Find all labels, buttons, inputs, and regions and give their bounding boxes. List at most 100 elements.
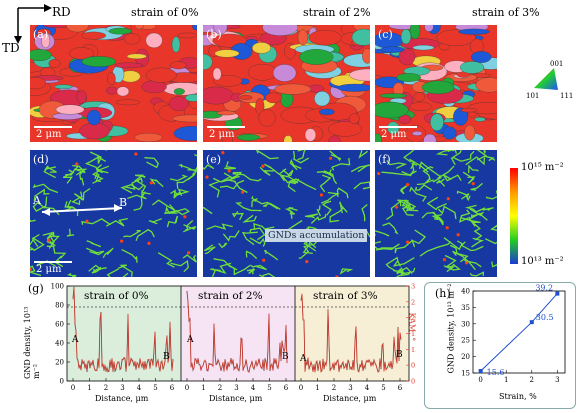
x-tick-label: 6 (284, 384, 289, 392)
x-tick-label: 5 (153, 384, 157, 392)
gnd-boundary (362, 205, 367, 222)
gnd-boundary (375, 242, 393, 250)
grain (381, 47, 405, 53)
gnd-map-e: (e) GNDs accumulation (203, 150, 370, 277)
grain (135, 25, 144, 29)
gnd-boundary (357, 150, 367, 157)
grain (178, 33, 197, 38)
data-label: 30.5 (536, 313, 554, 322)
grain (397, 73, 421, 81)
y-tick-label: 60 (55, 321, 64, 329)
gnd-boundary (387, 258, 399, 272)
td-label: TD (2, 41, 20, 55)
x-tick-label: 1 (201, 384, 205, 392)
grain (337, 84, 370, 92)
strain-y-tick-label: 30 (461, 320, 470, 328)
grain (380, 94, 407, 99)
scale-text: 2 μm (36, 264, 62, 275)
x-tick-label: 1 (87, 384, 91, 392)
x-tick-label: 5 (381, 384, 385, 392)
gnd-boundary (252, 196, 278, 209)
grain (213, 68, 221, 80)
gnd-boundary (287, 208, 298, 212)
grain (174, 88, 185, 94)
strain-y-tick-label: 20 (461, 353, 470, 361)
gnd-boundary (375, 230, 389, 236)
gnd-boundary (341, 269, 351, 273)
scale-text: 2 μm (36, 129, 62, 140)
gnd-hotspot (395, 206, 398, 209)
grain (49, 59, 61, 68)
grain (146, 68, 176, 83)
x-tick-label: 4 (365, 384, 370, 392)
gnd-boundary (323, 201, 331, 215)
strain-x-tick-label: 2 (530, 376, 534, 384)
gnd-boundary (470, 272, 483, 276)
grain (305, 128, 316, 141)
grain (82, 56, 116, 66)
gnd-hotspot (465, 261, 468, 264)
grain (298, 30, 308, 45)
grain (474, 117, 485, 121)
y-tick-label: 20 (55, 359, 64, 367)
gnd-hotspot (261, 164, 264, 167)
strain-y-tick-label: 15 (461, 370, 470, 378)
gnd-boundary (338, 188, 349, 198)
gnd-map-f: (f) (375, 150, 497, 277)
ipf-triangle (534, 68, 558, 90)
x-tick-label: 1 (315, 384, 319, 392)
grain (413, 45, 434, 50)
grain (240, 95, 253, 99)
grain (124, 34, 140, 45)
y-tick-label: 0 (60, 378, 64, 386)
gnd-hotspot (447, 197, 450, 200)
ebsd-map-c: (c) 2 μm (375, 25, 497, 142)
profile-y2label: KAM, ° (408, 313, 417, 353)
gnd-boundary (332, 158, 350, 170)
gnd-hotspot (446, 226, 449, 229)
gnd-boundary (246, 251, 256, 258)
gnd-boundary (206, 224, 232, 229)
scale-bar (379, 126, 417, 128)
grain (215, 50, 239, 58)
gnd-hotspot (320, 193, 323, 196)
gnd-boundary (233, 211, 243, 219)
x-tick-label: 2 (104, 384, 108, 392)
x-tick-label: 3 (120, 384, 124, 392)
grain (81, 32, 106, 39)
segment-title-2: strain of 3% (313, 290, 378, 302)
strain-ylabel: GND density, 10¹³ m⁻² (447, 282, 456, 374)
grain (248, 64, 277, 80)
grain (135, 133, 162, 142)
gnd-boundary (438, 150, 454, 155)
gnd-boundary (294, 151, 309, 163)
strain-title-3: strain of 3% (472, 6, 540, 19)
gnd-boundary (463, 172, 474, 183)
x-tick-label: 2 (218, 384, 222, 392)
data-point (479, 369, 483, 373)
scale-bar (34, 261, 72, 263)
grain (170, 62, 186, 69)
grain (314, 91, 330, 106)
line-profile-marker (30, 150, 197, 277)
gnd-boundary (290, 212, 295, 219)
gnd-boundary (485, 156, 495, 160)
grain (299, 49, 333, 64)
x-tick-label: 0 (71, 384, 75, 392)
grain (146, 33, 163, 48)
plot-frame (473, 291, 565, 373)
data-label: 15.6 (487, 368, 505, 377)
gnd-boundary (444, 238, 462, 250)
grain (412, 131, 422, 135)
grain (410, 102, 432, 111)
grain (414, 93, 425, 102)
grain (273, 64, 296, 81)
gnd-boundary (438, 207, 456, 219)
x-tick-label: 3 (348, 384, 352, 392)
grain (127, 54, 147, 59)
grain (114, 63, 142, 68)
grain (79, 123, 109, 139)
scale-text: 2 μm (381, 129, 407, 140)
grain (54, 85, 72, 89)
gnd-boundary (445, 256, 455, 272)
